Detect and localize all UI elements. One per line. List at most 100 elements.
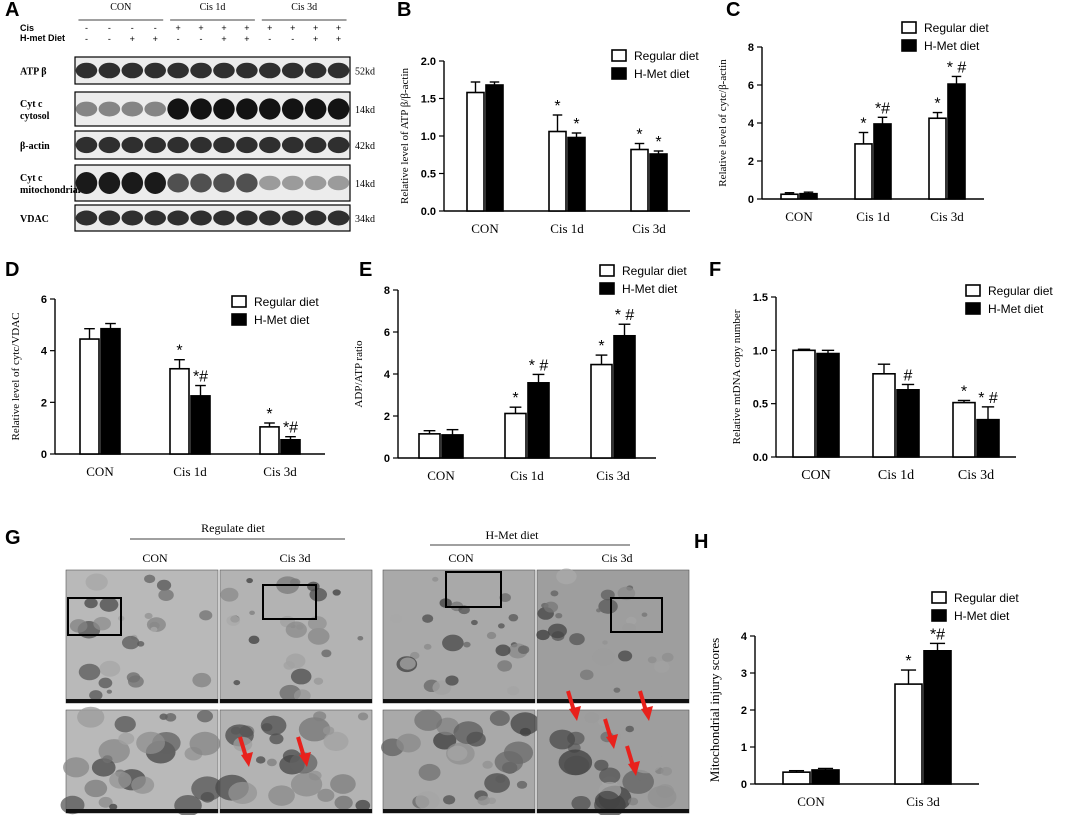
legend-swatch: [599, 282, 615, 295]
em-organelle: [536, 629, 550, 641]
blot-band: [236, 136, 258, 154]
significance-mark: *#: [193, 369, 208, 386]
blot-band: [75, 101, 98, 117]
em-scale-strip: [220, 809, 372, 813]
x-tick-label: Cis 3d: [958, 468, 994, 483]
em-organelle: [357, 636, 364, 641]
em-organelle: [77, 706, 105, 728]
blot-sign: -: [291, 34, 294, 44]
blot-band: [121, 210, 144, 226]
em-organelle: [471, 619, 478, 626]
em-organelle: [396, 733, 421, 753]
red-arrow: [638, 690, 653, 721]
blot-band: [98, 62, 121, 79]
em-organelle: [497, 623, 505, 629]
em-organelle: [200, 792, 215, 803]
em-organelle: [443, 795, 456, 805]
em-group-label: Regulate diet: [201, 521, 265, 535]
em-organelle: [321, 649, 332, 658]
em-organelle: [313, 711, 327, 722]
em-zoom-box: [262, 584, 317, 620]
em-organelle: [85, 573, 108, 591]
em-organelle: [495, 644, 511, 657]
em-organelle: [433, 731, 457, 750]
em-scale-strip: [383, 699, 535, 703]
bar-hmet: [485, 84, 504, 212]
bar-hmet: [527, 382, 550, 459]
bar-hmet: [567, 136, 586, 212]
red-arrow-head: [299, 752, 311, 767]
blot-band: [190, 62, 212, 79]
y-tick-label: 4: [741, 631, 748, 643]
em-organelle: [487, 797, 497, 805]
blot-band: [98, 136, 121, 154]
blot-band: [327, 136, 350, 154]
blot-size-marker: 14kd: [355, 179, 375, 190]
em-organelle: [508, 613, 519, 622]
blot-sign: -: [108, 34, 111, 44]
blot-sign: +: [153, 34, 158, 44]
blot-band: [304, 210, 327, 226]
em-organelle: [653, 660, 670, 673]
blot-band: [236, 62, 258, 79]
y-tick-label: 2.0: [421, 56, 436, 68]
chart-e-adp-atp: 0 2 4 6 8 ADP/ATP ratio CON Cis 1d * * # Cis 3d * * …: [353, 264, 687, 483]
blot-band: [327, 175, 350, 191]
em-organelle: [357, 712, 369, 721]
em-zoom-box: [445, 571, 502, 608]
legend-label: Regular diet: [634, 49, 699, 63]
em-image: [382, 569, 536, 704]
red-arrow-head: [641, 706, 653, 721]
blot-size-marker: 14kd: [355, 105, 375, 116]
em-organelle: [647, 656, 657, 664]
y-axis-label: Relative level of cytc/VDAC: [10, 313, 22, 441]
bar-regular: [504, 412, 527, 459]
em-organelle: [503, 741, 534, 764]
em-organelle: [196, 710, 214, 723]
em-organelle: [156, 579, 172, 591]
y-tick-label: 6: [748, 80, 754, 92]
em-organelle: [592, 648, 615, 666]
significance-mark: * #: [615, 307, 635, 324]
blot-sign: +: [221, 23, 226, 33]
em-organelle: [486, 631, 497, 640]
y-tick-label: 4: [748, 118, 755, 130]
legend-label: Regular diet: [622, 264, 687, 278]
em-organelle: [613, 687, 621, 693]
em-organelle: [625, 616, 637, 625]
legend-swatch: [965, 302, 981, 315]
em-organelle: [249, 610, 255, 615]
panel-label-g: G: [5, 527, 21, 549]
significance-mark: *: [573, 116, 579, 133]
blot-label: Cyt c: [20, 173, 43, 184]
red-arrow-head: [606, 734, 618, 749]
bar-hmet: [190, 395, 211, 455]
em-organelle: [618, 650, 633, 662]
blot-frame: [74, 204, 351, 232]
em-organelle: [622, 622, 636, 634]
blot-band: [75, 171, 98, 195]
em-organelle: [442, 634, 464, 652]
y-tick-label: 0.5: [753, 399, 768, 411]
y-tick-label: 0: [741, 779, 747, 791]
y-tick-label: 2: [741, 705, 747, 717]
bar-hmet: [976, 418, 1000, 458]
em-organelle: [307, 628, 330, 645]
blot-band: [304, 175, 327, 191]
x-tick-label: CON: [801, 468, 831, 483]
legend-label: H-Met diet: [924, 39, 980, 53]
blot-band: [259, 210, 281, 226]
blot-band: [281, 136, 304, 154]
em-column-label: Cis 3d: [279, 551, 310, 565]
em-organelle: [484, 773, 510, 793]
significance-mark: *#: [875, 100, 890, 117]
blot-row-label: H-met Diet: [20, 33, 65, 43]
x-tick-label: Cis 1d: [173, 464, 207, 479]
y-tick-label: 1.5: [421, 94, 436, 106]
em-organelle: [233, 680, 241, 686]
red-arrow: [566, 690, 581, 721]
red-arrow-shaft: [603, 718, 613, 740]
blot-band: [213, 210, 235, 226]
em-organelle: [571, 795, 591, 811]
em-organelle: [261, 723, 273, 732]
